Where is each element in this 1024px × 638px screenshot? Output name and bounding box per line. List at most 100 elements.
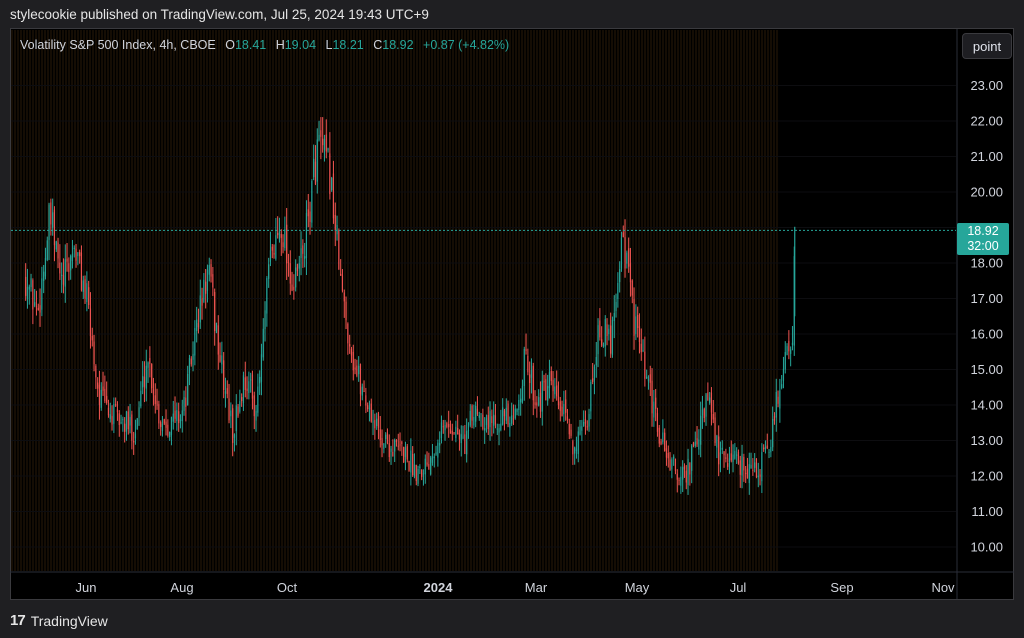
candle-body <box>743 457 745 471</box>
candle-body <box>439 443 441 446</box>
candle-body <box>664 432 666 451</box>
background-stripes <box>11 30 778 571</box>
price-tick-label: 12.00 <box>970 469 1003 484</box>
candle-body <box>556 385 558 397</box>
candle-body <box>640 343 642 353</box>
candle-body <box>188 358 191 374</box>
candle-body <box>719 452 722 460</box>
candle-body <box>586 426 588 428</box>
candle-body <box>404 447 407 457</box>
candle-body <box>313 158 315 178</box>
candle-body <box>473 416 475 426</box>
candle-body <box>190 358 192 365</box>
candle-body <box>512 418 515 420</box>
candle-body <box>323 138 326 150</box>
candle-body <box>588 414 590 427</box>
candle-body <box>48 204 50 240</box>
candle-body <box>437 442 439 458</box>
candle-body <box>493 414 495 426</box>
candle-body <box>617 282 619 299</box>
candle-body <box>633 298 635 336</box>
bar-countdown: 32:00 <box>967 239 999 253</box>
candle-body <box>399 444 401 446</box>
candle-body <box>532 365 534 401</box>
price-tick-label: 23.00 <box>970 78 1003 93</box>
candle-body <box>257 386 259 413</box>
point-button[interactable]: point <box>962 33 1012 59</box>
time-tick-label: Jun <box>76 580 97 595</box>
candle-body <box>52 212 54 228</box>
candle-body <box>466 430 468 455</box>
candle-body <box>327 148 329 151</box>
candle-body <box>507 403 509 425</box>
candle-body <box>309 211 311 222</box>
candle-body <box>268 264 270 279</box>
candle-body <box>606 324 608 336</box>
price-tick-label: 17.00 <box>970 291 1003 306</box>
candle-body <box>502 407 504 425</box>
price-tick-label: 16.00 <box>970 327 1003 342</box>
candle-body <box>656 413 659 432</box>
candle-body <box>73 247 75 250</box>
candle-body <box>116 409 119 413</box>
candle-body <box>329 153 331 195</box>
candle-body <box>226 388 228 394</box>
candle-body <box>50 202 52 225</box>
legend-low: 18.21 <box>332 38 364 52</box>
candle-body <box>523 348 525 386</box>
candle-body <box>275 235 277 259</box>
candle-body <box>485 417 488 426</box>
candle-body <box>223 360 225 390</box>
candle-body <box>287 262 290 263</box>
candle-body <box>134 433 137 439</box>
tradingview-brand[interactable]: 17 TradingView <box>10 612 108 629</box>
candle-body <box>628 248 630 267</box>
candle-body <box>237 406 239 416</box>
candle-body <box>599 320 601 338</box>
candle-body <box>503 410 506 417</box>
candle-body <box>457 427 459 435</box>
candle-body <box>615 302 617 311</box>
candle-body <box>583 422 585 426</box>
candle-body <box>253 395 255 417</box>
candle-body <box>109 414 111 419</box>
candle-body <box>678 480 680 481</box>
candle-body <box>590 382 592 412</box>
candle-body <box>696 438 698 445</box>
price-tick-label: 21.00 <box>970 149 1003 164</box>
candle-body <box>32 280 34 310</box>
candle-body <box>579 426 581 435</box>
candle-body <box>518 399 520 411</box>
candle-body <box>239 401 241 412</box>
candle-body <box>552 379 554 392</box>
candle-body <box>221 355 223 365</box>
candle-body <box>498 428 500 433</box>
candle-body <box>381 438 383 446</box>
candle-body <box>608 328 610 335</box>
candle-body <box>412 453 414 476</box>
candle-body <box>44 258 47 277</box>
candle-body <box>761 452 763 482</box>
candle-body <box>718 436 720 465</box>
candle-body <box>100 389 102 408</box>
candle-body <box>397 445 399 447</box>
candle-body <box>354 367 356 370</box>
candle-body <box>527 355 529 373</box>
candle-body <box>376 418 378 427</box>
candle-body <box>592 378 594 382</box>
candle-body <box>548 372 551 389</box>
candle-body <box>755 458 758 478</box>
candle-body <box>385 434 387 439</box>
candle-body <box>131 414 133 441</box>
candle-body <box>26 287 29 300</box>
candle-body <box>53 209 56 246</box>
candle-body <box>685 470 687 483</box>
candle-body <box>359 364 362 395</box>
candle-body <box>442 426 444 428</box>
candle-body <box>433 456 435 459</box>
candle-body <box>781 384 783 389</box>
candle-body <box>30 278 32 288</box>
last-price-label: 18.92 32:00 <box>957 223 1009 255</box>
candle-body <box>383 443 385 449</box>
